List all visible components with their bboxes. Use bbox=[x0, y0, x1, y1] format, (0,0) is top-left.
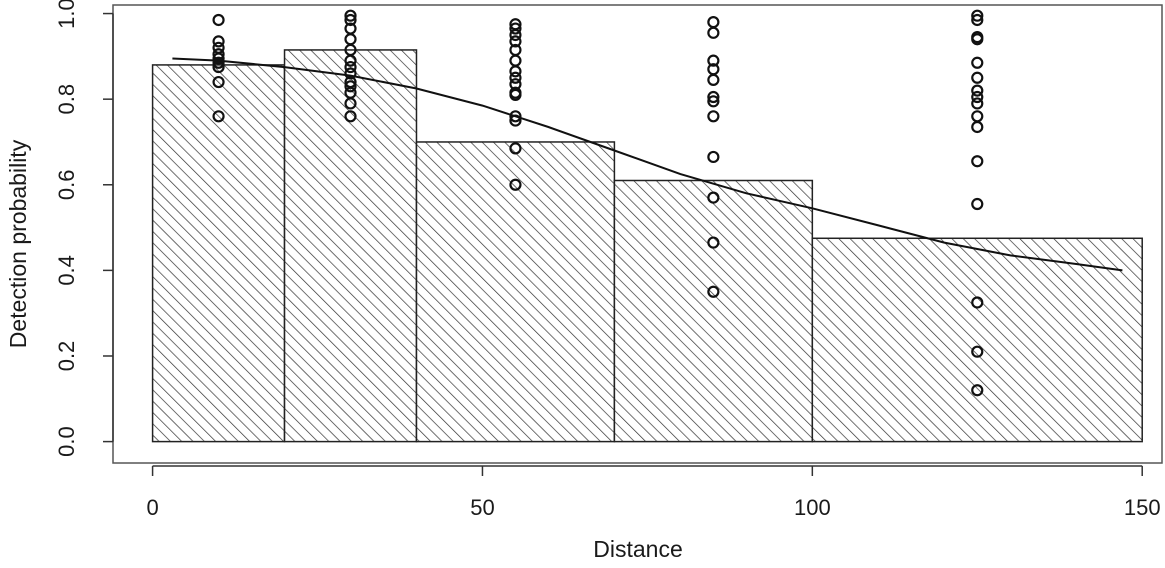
x-tick-label-0: 0 bbox=[146, 495, 158, 520]
fitted-curve-layer bbox=[172, 57, 1123, 272]
data-point-5-4 bbox=[971, 33, 984, 46]
data-point-4-11 bbox=[707, 236, 720, 249]
data-point-4-7 bbox=[707, 95, 720, 108]
data-point-3-6 bbox=[509, 54, 522, 67]
data-point-4-5 bbox=[707, 73, 720, 87]
data-point-2-4 bbox=[344, 33, 357, 46]
bar-2 bbox=[283, 49, 418, 443]
data-point-2-2 bbox=[344, 13, 357, 27]
data-point-2-6 bbox=[344, 54, 357, 67]
data-point-2-12 bbox=[344, 97, 357, 110]
bar-1 bbox=[151, 64, 286, 443]
data-point-3-4 bbox=[509, 35, 522, 48]
data-point-5-8 bbox=[971, 90, 984, 104]
data-point-5-11 bbox=[971, 120, 984, 134]
data-point-5-1 bbox=[971, 9, 984, 22]
data-point-2-8 bbox=[344, 67, 357, 80]
data-point-1-2 bbox=[212, 35, 225, 48]
data-point-4-9 bbox=[707, 150, 720, 164]
data-point-5-12 bbox=[971, 155, 984, 168]
bar-4 bbox=[613, 179, 814, 443]
data-point-1-4 bbox=[212, 48, 225, 61]
y-tick-label-0: 0.0 bbox=[54, 426, 79, 457]
observed-points bbox=[212, 9, 984, 397]
data-point-1-7 bbox=[212, 60, 225, 74]
data-point-5-2 bbox=[971, 13, 984, 27]
y-axis: 0.0 0.2 0.4 0.6 0.8 1.0 bbox=[54, 0, 114, 457]
data-point-3-11 bbox=[509, 88, 522, 101]
bar-3 bbox=[415, 141, 616, 443]
data-point-5-5 bbox=[971, 56, 984, 69]
data-point-4-10 bbox=[707, 191, 720, 204]
data-point-3-3 bbox=[509, 28, 522, 42]
data-point-1-6 bbox=[212, 56, 225, 69]
data-point-3-12 bbox=[509, 110, 522, 123]
data-point-2-7 bbox=[344, 60, 357, 74]
data-point-2-1 bbox=[344, 9, 357, 22]
bar-5 bbox=[811, 237, 1143, 443]
data-point-3-13 bbox=[509, 114, 522, 127]
y-tick-label-4: 0.8 bbox=[54, 84, 79, 115]
x-tick-label-100: 100 bbox=[794, 495, 831, 520]
data-point-3-15 bbox=[509, 178, 522, 191]
y-axis-title: Detection probability bbox=[5, 139, 31, 348]
x-tick-label-150: 150 bbox=[1124, 495, 1161, 520]
data-point-3-7 bbox=[509, 65, 522, 78]
data-point-1-1 bbox=[212, 13, 225, 27]
data-point-4-1 bbox=[707, 16, 720, 29]
data-point-5-7 bbox=[971, 84, 984, 97]
data-point-2-13 bbox=[344, 110, 357, 123]
data-point-4-2 bbox=[707, 26, 720, 39]
data-point-1-5 bbox=[212, 52, 225, 65]
data-point-2-10 bbox=[344, 80, 357, 93]
x-axis-title: Distance bbox=[593, 536, 682, 562]
y-tick-label-5: 1.0 bbox=[54, 0, 79, 29]
data-point-5-6 bbox=[971, 71, 984, 84]
data-point-5-13 bbox=[971, 197, 984, 211]
data-point-3-2 bbox=[509, 22, 522, 35]
data-point-4-8 bbox=[707, 110, 720, 123]
x-tick-label-50: 50 bbox=[470, 495, 494, 520]
data-point-5-9 bbox=[971, 97, 984, 110]
y-tick-label-1: 0.2 bbox=[54, 341, 79, 372]
data-point-3-8 bbox=[509, 71, 522, 84]
data-point-4-6 bbox=[707, 90, 720, 104]
data-point-4-3 bbox=[707, 54, 720, 67]
data-point-1-8 bbox=[212, 75, 225, 89]
data-point-5-10 bbox=[971, 110, 984, 123]
data-point-4-12 bbox=[707, 285, 720, 298]
y-tick-label-3: 0.6 bbox=[54, 169, 79, 200]
x-axis: 0 50 100 150 bbox=[146, 465, 1161, 520]
data-point-5-15 bbox=[971, 345, 984, 358]
fitted-curve bbox=[172, 57, 1123, 272]
data-point-5-16 bbox=[971, 384, 984, 397]
data-point-3-14 bbox=[509, 142, 522, 155]
histogram-bars bbox=[151, 49, 1143, 443]
data-point-1-9 bbox=[212, 110, 225, 123]
data-point-5-14 bbox=[971, 296, 984, 309]
y-tick-label-2: 0.4 bbox=[54, 255, 79, 286]
